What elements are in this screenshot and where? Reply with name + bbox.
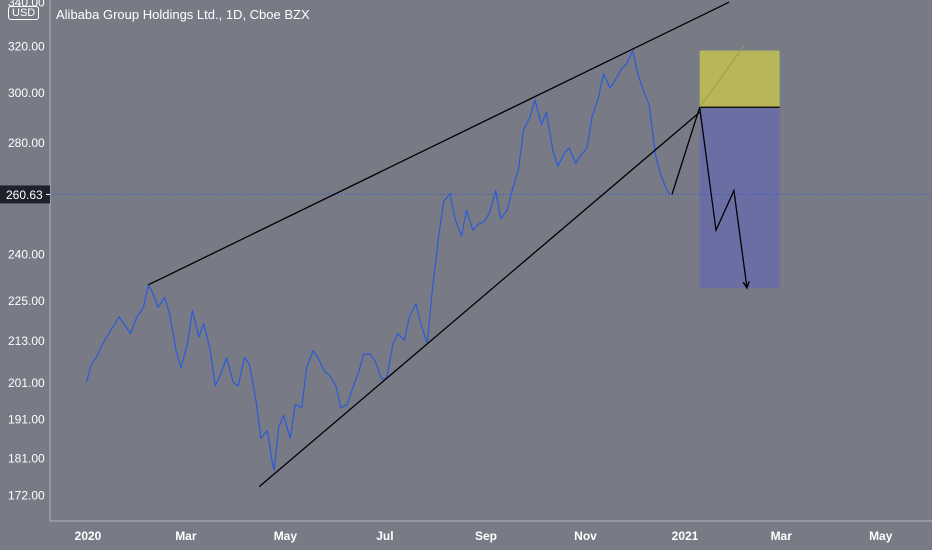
x-tick-label: Mar (771, 529, 793, 543)
projection-arrowhead (742, 281, 750, 290)
x-tick-label: Sep (475, 529, 497, 543)
plot-area (50, 0, 932, 521)
x-tick-label: May (869, 529, 893, 543)
x-tick-label: Jul (376, 529, 393, 543)
y-tick-label: 191.00 (8, 413, 45, 427)
chart-title: Alibaba Group Holdings Ltd., 1D, Cboe BZ… (56, 7, 310, 22)
price-series-line (85, 49, 671, 471)
x-tick-label: May (274, 529, 298, 543)
y-tick-label: 225.00 (8, 294, 45, 308)
y-axis-panel (0, 0, 50, 550)
y-tick-label: 181.00 (8, 452, 45, 466)
y-tick-label: 240.00 (8, 248, 45, 262)
profit-target-box (699, 107, 780, 288)
y-tick-label: 201.00 (8, 376, 45, 390)
wedge-lower-trendline (258, 111, 701, 488)
y-tick-label: 213.00 (8, 334, 45, 348)
x-tick-label: 2021 (672, 529, 699, 543)
y-tick-label: 300.00 (8, 86, 45, 100)
projection-path (671, 107, 748, 289)
y-tick-label: 172.00 (8, 489, 45, 503)
y-tick-label: 280.00 (8, 136, 45, 150)
y-tick-label: 340.00 (8, 0, 45, 10)
stop-loss-box (699, 50, 780, 108)
last-price-label: 260.63 (6, 188, 43, 202)
last-price-label-bg (0, 185, 50, 204)
y-tick-label: 320.00 (8, 40, 45, 54)
stop-diagonal-line (699, 45, 745, 108)
x-tick-label: Mar (175, 529, 197, 543)
x-axis-panel (0, 521, 932, 550)
x-tick-label: Nov (574, 529, 597, 543)
x-tick-label: 2020 (75, 529, 102, 543)
currency-badge[interactable]: USD (8, 6, 40, 20)
wedge-upper-trendline (148, 1, 730, 286)
